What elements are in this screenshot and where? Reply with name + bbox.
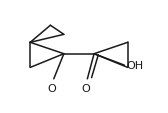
Text: O: O: [81, 84, 90, 94]
Text: O: O: [48, 84, 56, 94]
Text: OH: OH: [126, 61, 143, 71]
